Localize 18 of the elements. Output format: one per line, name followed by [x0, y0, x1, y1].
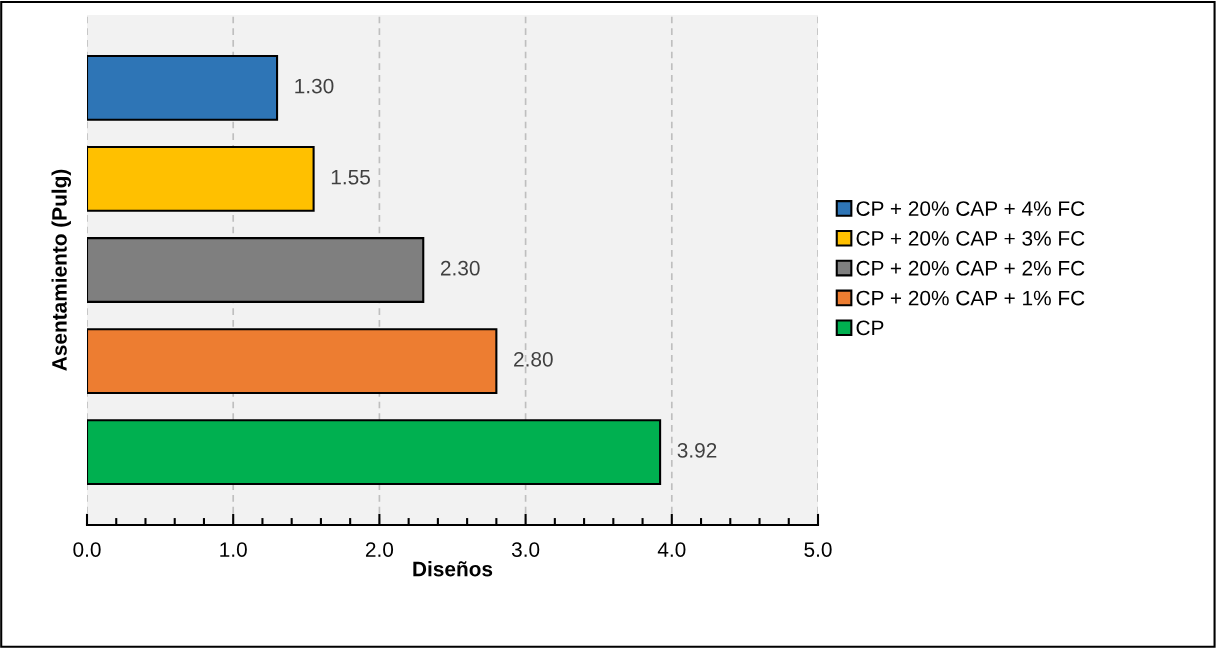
x-axis-title: Diseños — [413, 561, 493, 577]
data-label: 2.30 — [440, 260, 480, 276]
legend-label: CP + 20% CAP + 2% FC — [856, 260, 1085, 276]
x-tick-label: 1.0 — [220, 542, 247, 557]
legend-label: CP + 20% CAP + 1% FC — [856, 290, 1085, 306]
x-tick-label: 0.0 — [73, 542, 101, 557]
x-tick-label: 5.0 — [804, 542, 832, 557]
data-label: 2.80 — [514, 351, 553, 367]
y-axis-title: Asentamiento (Pulg) — [51, 169, 72, 371]
x-tick-label: 3.0 — [511, 542, 540, 557]
data-label: 3.92 — [677, 442, 717, 458]
legend-label: CP + 20% CAP + 3% FC — [856, 231, 1085, 246]
data-label: 1.30 — [295, 78, 334, 94]
data-label: 1.55 — [331, 169, 370, 185]
legend-label: CP — [856, 320, 884, 336]
x-tick-label: 4.0 — [657, 542, 686, 557]
x-tick-label: 2.0 — [365, 542, 394, 557]
legend-label: CP + 20% CAP + 4% FC — [856, 201, 1085, 216]
